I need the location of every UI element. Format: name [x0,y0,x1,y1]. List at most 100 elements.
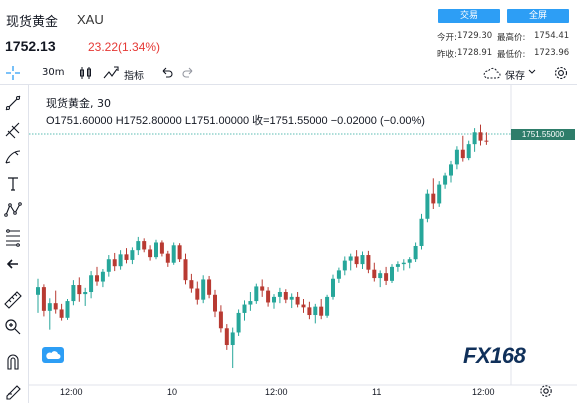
candle-body [100,271,105,282]
legend-symbol: 现货黄金 [46,97,90,110]
candle-type-icon[interactable] [78,65,94,81]
redo-icon[interactable] [181,66,195,80]
text-tool-icon[interactable] [3,174,23,194]
cloud-icon[interactable] [482,66,502,80]
pattern-icon[interactable] [3,200,23,220]
brush-icon[interactable] [3,147,23,167]
trade-button[interactable]: 交易 [438,9,500,23]
candle-body [53,303,58,310]
trend-line-icon[interactable] [3,93,23,113]
fullscreen-button[interactable]: 全屏 [507,9,569,23]
x-tick-label: 10 [167,387,178,397]
candle-body [301,304,306,308]
candle-body [118,254,123,267]
candle-body [218,311,223,329]
candle-body [254,286,259,302]
candle-body [65,301,70,318]
legend-title: 现货黄金, 30 [46,95,111,111]
candle-body [83,292,88,295]
candle-body [242,304,247,313]
undo-icon[interactable] [160,66,174,80]
candle-body [425,193,430,219]
candle-body [112,259,117,267]
candle-body [148,249,153,258]
candle-body [177,245,182,260]
candle-body [319,306,324,316]
candles [36,124,489,369]
legend-ohlc: O1751.60000 H1752.80000 L1751.00000 收=17… [46,115,425,127]
candle-body [230,332,235,346]
save-button[interactable]: 保存 [505,71,525,82]
fib-levels-icon[interactable] [3,227,23,247]
candle-body [95,275,99,282]
legend-interval: 30 [97,97,111,110]
candle-body [77,285,82,295]
candle-body [360,255,365,265]
candle-body [36,287,40,295]
x-tick-label: 12:00 [265,387,288,397]
low-value: 1723.96 [534,48,570,58]
candle-body [366,255,371,270]
draw-lock-icon[interactable] [3,380,23,400]
prev-close-value: 1728.91 [457,48,493,58]
candle-body [342,260,347,271]
candle-body [413,245,418,260]
candle-body [336,270,341,279]
price-chart[interactable] [29,85,577,403]
candle-body [236,312,241,333]
axis-settings-icon[interactable] [538,383,554,399]
indicators-icon[interactable] [103,65,119,81]
candle-body [378,273,383,279]
interval-selector[interactable]: 30m [42,67,65,78]
candle-body [407,259,412,263]
candle-body [454,149,459,165]
candle-body [154,242,158,258]
candle-body [401,262,406,265]
candle-body [159,242,164,254]
candle-body [106,259,111,272]
cloud-logo-icon[interactable] [42,347,64,363]
candle-body [213,294,217,312]
candle-body [384,273,389,281]
candle-body [354,256,359,265]
high-label: 最高价: [497,33,526,43]
candle-body [484,140,489,142]
candle-body [431,193,436,204]
open-label: 今开: [437,33,457,43]
high-value: 1754.41 [534,31,570,41]
candle-body [460,149,465,159]
back-arrow-icon[interactable] [3,254,23,274]
prev-close-label: 昨收: [437,50,457,60]
settings-icon[interactable] [553,65,569,81]
candle-body [189,280,194,289]
zoom-in-icon[interactable] [3,317,23,337]
crosshair-icon[interactable] [4,64,22,82]
candle-body [313,306,318,316]
candle-body [478,132,483,141]
low-label: 最低价: [497,50,526,60]
open-value: 1729.30 [457,31,493,41]
candle-body [348,256,353,261]
candle-body [136,241,141,251]
magnet-icon[interactable] [3,352,23,372]
chevron-down-icon[interactable] [528,69,536,75]
candle-body [419,218,424,246]
candle-body [171,245,176,263]
candle-body [325,296,330,316]
ruler-icon[interactable] [3,290,23,310]
candle-body [224,328,229,346]
candle-body [142,241,147,250]
candle-body [183,259,188,281]
watermark-logo: FX168 [463,343,526,369]
x-tick-label: 12:00 [472,387,495,397]
pitchfork-icon[interactable] [3,120,23,140]
candle-body [372,269,377,279]
candle-body [130,250,135,260]
drawing-toolbar-divider [28,84,29,403]
candle-body [395,264,400,267]
price-change: 23.22(1.34%) [88,40,161,54]
watermark-text: FX168 [463,343,526,368]
legend-separator: , [90,97,97,110]
candle-body [443,175,448,185]
indicators-button[interactable]: 指标 [124,71,144,82]
